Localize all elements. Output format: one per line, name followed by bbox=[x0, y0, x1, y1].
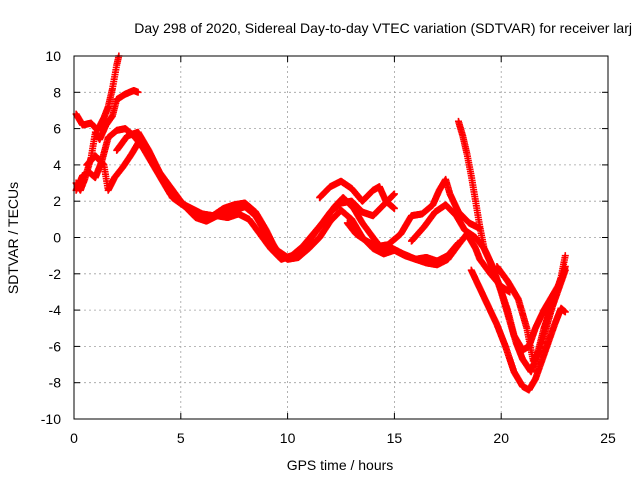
x-tick-label: 0 bbox=[70, 430, 78, 446]
x-tick-label: 10 bbox=[280, 430, 296, 446]
series-arc-11 bbox=[493, 263, 569, 365]
series-arc-7 bbox=[343, 175, 484, 251]
data-point bbox=[561, 266, 569, 274]
x-tick-label: 20 bbox=[493, 430, 509, 446]
y-tick-labels: -10 -8 -6 -4 -2 0 2 4 6 8 10 bbox=[41, 48, 61, 427]
y-tick-label: -10 bbox=[41, 411, 61, 427]
data-point bbox=[134, 88, 142, 96]
x-axis-label: GPS time / hours bbox=[287, 457, 394, 473]
y-axis-label: SDTVAR / TECUs bbox=[5, 182, 21, 294]
chart-title: Day 298 of 2020, Sidereal Day-to-day VTE… bbox=[134, 20, 632, 36]
y-tick-label: -4 bbox=[49, 302, 62, 318]
data-point bbox=[390, 204, 398, 212]
x-tick-label: 5 bbox=[177, 430, 185, 446]
data-point bbox=[561, 308, 569, 316]
axis-ticks bbox=[73, 55, 609, 420]
x-tick-label: 15 bbox=[387, 430, 403, 446]
data-point bbox=[454, 239, 462, 247]
y-tick-label: 8 bbox=[53, 84, 61, 100]
series-arc-10 bbox=[467, 266, 569, 394]
data-point bbox=[561, 252, 569, 260]
y-tick-label: -8 bbox=[49, 375, 62, 391]
series-arc-6 bbox=[316, 177, 398, 212]
y-tick-label: 0 bbox=[53, 230, 61, 246]
data-point bbox=[390, 190, 398, 198]
y-tick-label: 2 bbox=[53, 193, 61, 209]
y-tick-label: 10 bbox=[45, 48, 61, 64]
x-tick-label: 25 bbox=[600, 430, 616, 446]
y-tick-label: -6 bbox=[49, 338, 62, 354]
x-tick-labels: 0 5 10 15 20 25 bbox=[70, 430, 616, 446]
y-tick-label: 4 bbox=[53, 157, 61, 173]
y-tick-label: 6 bbox=[53, 121, 61, 137]
series-arc-1 bbox=[72, 52, 123, 134]
series-arc-4 bbox=[83, 139, 514, 296]
data-series bbox=[72, 52, 569, 394]
y-tick-label: -2 bbox=[49, 266, 62, 282]
